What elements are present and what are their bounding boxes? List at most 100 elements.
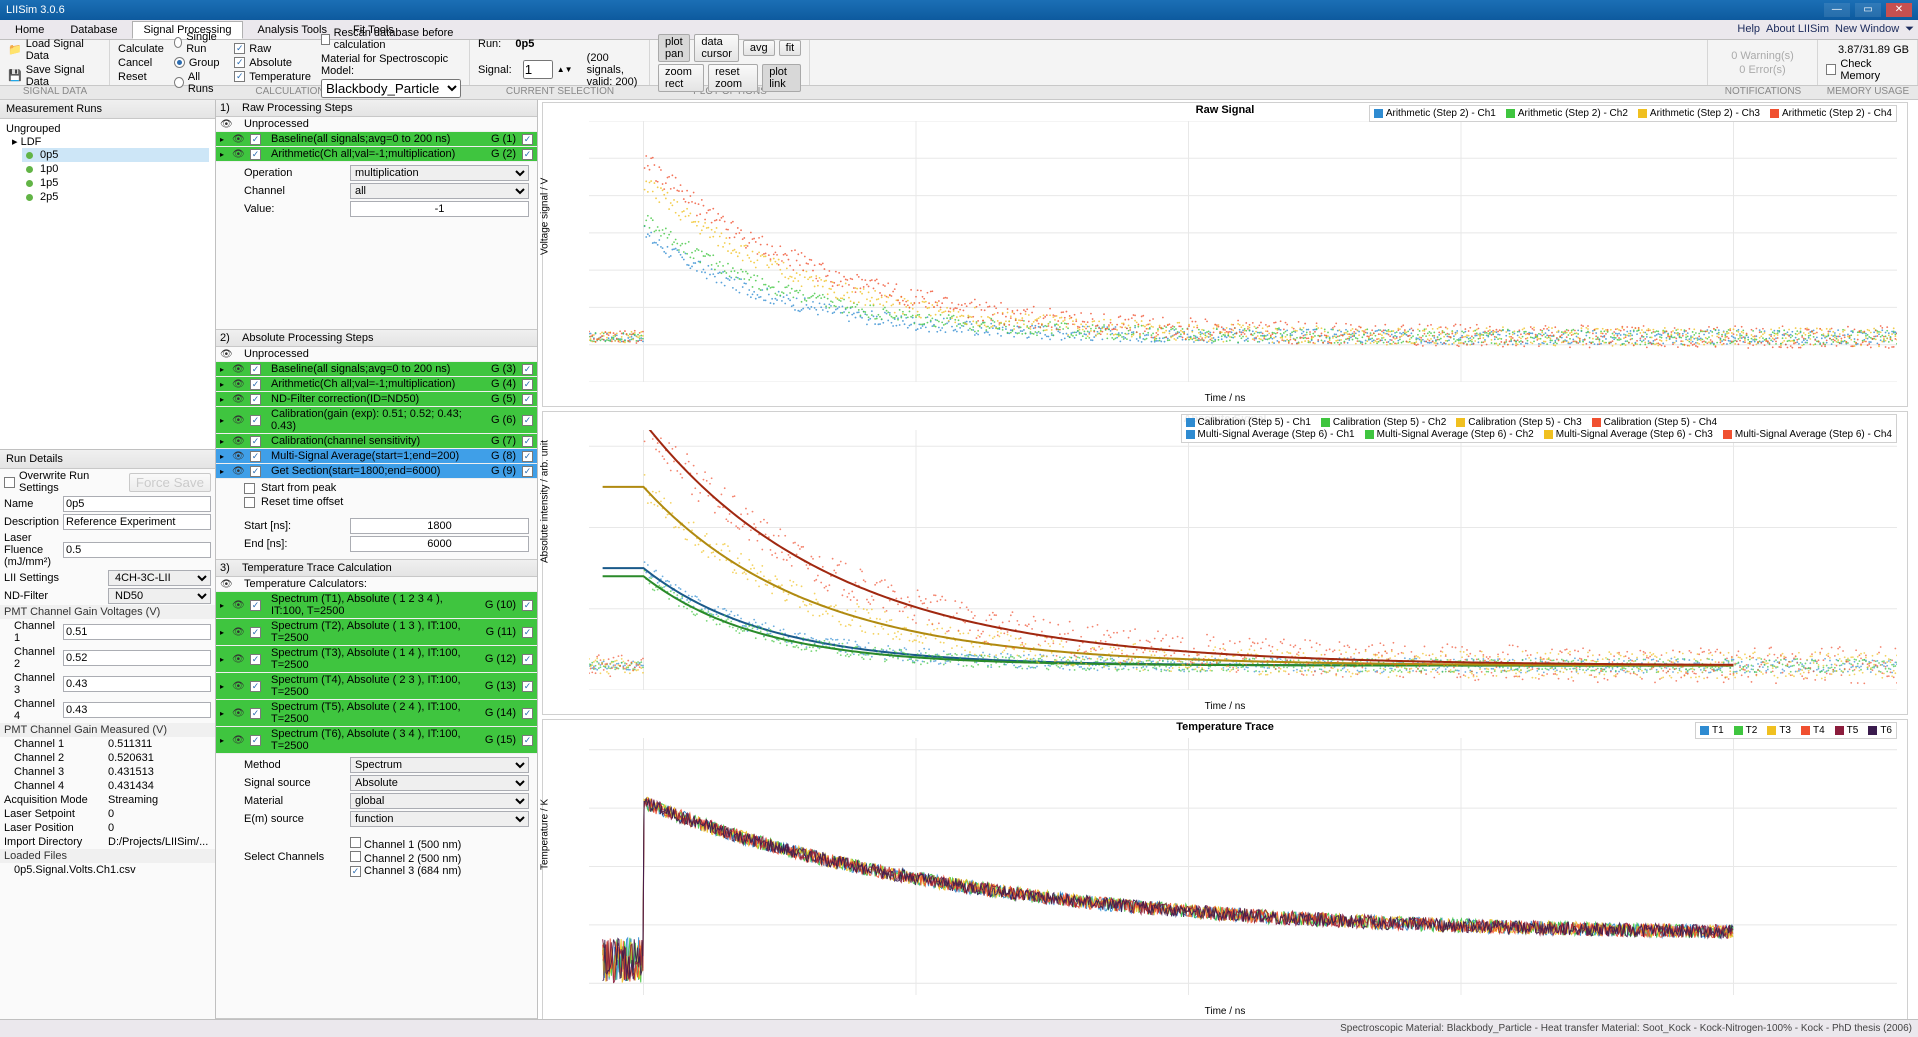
tab-home[interactable]: Home bbox=[4, 21, 55, 39]
eye-icon[interactable]: 👁 bbox=[232, 364, 246, 375]
step-check-right[interactable] bbox=[522, 394, 533, 405]
step-check[interactable] bbox=[250, 436, 261, 447]
check-memory-check[interactable] bbox=[1826, 64, 1836, 75]
eye-icon[interactable]: 👁 bbox=[232, 451, 246, 462]
run-item[interactable]: 1p5 bbox=[22, 176, 209, 190]
zoom-rect-button[interactable]: zoom rect bbox=[658, 64, 704, 92]
reset-zoom-button[interactable]: reset zoom bbox=[708, 64, 758, 92]
step-check[interactable] bbox=[250, 466, 261, 477]
temp-step[interactable]: ▸👁Spectrum (T1), Absolute ( 1 2 3 4 ), I… bbox=[216, 592, 537, 619]
load-signal-button[interactable]: Load Signal Data bbox=[26, 38, 101, 62]
temp-step[interactable]: ▸👁Spectrum (T6), Absolute ( 3 4 ), IT:10… bbox=[216, 727, 537, 754]
plot-pan-button[interactable]: plot pan bbox=[658, 34, 690, 62]
channel-check[interactable] bbox=[350, 866, 361, 877]
eye-icon[interactable]: 👁 bbox=[232, 436, 246, 447]
eye-icon[interactable]: 👁 bbox=[232, 149, 246, 160]
param-select[interactable]: Absolute bbox=[350, 775, 529, 791]
temp-step[interactable]: ▸👁Spectrum (T3), Absolute ( 1 4 ), IT:10… bbox=[216, 646, 537, 673]
laser-fluence-field[interactable] bbox=[63, 542, 211, 558]
eye-icon[interactable]: 👁 bbox=[220, 579, 234, 590]
eye-icon[interactable]: 👁 bbox=[232, 379, 246, 390]
step-check[interactable] bbox=[250, 149, 261, 160]
processing-step[interactable]: ▸👁 Arithmetic(Ch all;val=-1;multiplicati… bbox=[216, 377, 537, 392]
close-button[interactable]: ✕ bbox=[1886, 3, 1912, 17]
param-select[interactable]: multiplication bbox=[350, 165, 529, 181]
signal-spinner[interactable] bbox=[523, 60, 553, 79]
raw-check[interactable] bbox=[234, 43, 245, 54]
param-select[interactable]: function bbox=[350, 811, 529, 827]
temp-step[interactable]: ▸👁Spectrum (T5), Absolute ( 2 4 ), IT:10… bbox=[216, 700, 537, 727]
absolute-signal-chart[interactable]: Absolute Signal Absolute intensity / arb… bbox=[542, 411, 1908, 715]
step-check-right[interactable] bbox=[522, 149, 533, 160]
data-cursor-button[interactable]: data cursor bbox=[694, 34, 739, 62]
step-check-right[interactable] bbox=[522, 364, 533, 375]
eye-icon[interactable]: 👁 bbox=[232, 394, 246, 405]
all-runs-radio[interactable] bbox=[174, 77, 184, 88]
gain-field[interactable] bbox=[63, 650, 211, 666]
plot-link-button[interactable]: plot link bbox=[762, 64, 801, 92]
step-check-right[interactable] bbox=[522, 451, 533, 462]
desc-field[interactable] bbox=[63, 514, 211, 530]
about-link[interactable]: About LIISim bbox=[1766, 23, 1829, 36]
run-item[interactable]: 1p0 bbox=[22, 162, 209, 176]
gain-field[interactable] bbox=[63, 624, 211, 640]
overwrite-check[interactable] bbox=[4, 477, 15, 488]
runs-tree[interactable]: Ungrouped ▸ LDF 0p51p01p52p5 bbox=[0, 119, 215, 449]
processing-step[interactable]: ▸👁 Get Section(start=1800;end=6000) G (9… bbox=[216, 464, 537, 479]
tree-ungrouped[interactable]: Ungrouped bbox=[6, 123, 209, 135]
temperature-chart[interactable]: Temperature Trace Temperature / K 2,0003… bbox=[542, 719, 1908, 1019]
param-select[interactable]: Spectrum bbox=[350, 757, 529, 773]
eye-icon[interactable]: 👁 bbox=[232, 134, 246, 145]
step-check[interactable] bbox=[250, 451, 261, 462]
processing-step[interactable]: ▸👁 Arithmetic(Ch all;val=-1;multiplicati… bbox=[216, 147, 537, 162]
processing-step[interactable]: ▸👁 Baseline(all signals;avg=0 to 200 ns)… bbox=[216, 362, 537, 377]
step-check-right[interactable] bbox=[522, 379, 533, 390]
step-check-right[interactable] bbox=[522, 415, 533, 426]
step-check[interactable] bbox=[250, 379, 261, 390]
nd-filter-select[interactable]: ND50 bbox=[108, 588, 211, 604]
raw-signal-chart[interactable]: Raw Signal Voltage signal / V 2,0003,000… bbox=[542, 102, 1908, 407]
temp-step[interactable]: ▸👁Spectrum (T4), Absolute ( 2 3 ), IT:10… bbox=[216, 673, 537, 700]
param-input[interactable] bbox=[350, 201, 529, 217]
step-check-right[interactable] bbox=[522, 466, 533, 477]
temp-step[interactable]: ▸👁Spectrum (T2), Absolute ( 1 3 ), IT:10… bbox=[216, 619, 537, 646]
reset-button[interactable]: Reset bbox=[118, 71, 147, 83]
step-check[interactable] bbox=[250, 364, 261, 375]
lii-settings-select[interactable]: 4CH-3C-LII bbox=[108, 570, 211, 586]
maximize-button[interactable]: ▭ bbox=[1855, 3, 1881, 17]
material-select[interactable]: Blackbody_Particle bbox=[321, 79, 461, 98]
processing-step[interactable]: ▸👁 ND-Filter correction(ID=ND50) G (5) bbox=[216, 392, 537, 407]
eye-icon[interactable]: 👁 bbox=[232, 466, 246, 477]
step-check-right[interactable] bbox=[522, 134, 533, 145]
run-item[interactable]: 2p5 bbox=[22, 190, 209, 204]
help-link[interactable]: Help bbox=[1737, 23, 1760, 36]
gain-field[interactable] bbox=[63, 676, 211, 692]
step-check[interactable] bbox=[250, 134, 261, 145]
gain-field[interactable] bbox=[63, 702, 211, 718]
tree-group[interactable]: ▸ LDF bbox=[6, 135, 209, 148]
eye-icon[interactable]: 👁 bbox=[220, 119, 234, 130]
single-run-radio[interactable] bbox=[174, 37, 182, 48]
param-select[interactable]: all bbox=[350, 183, 529, 199]
fit-button[interactable]: fit bbox=[779, 40, 802, 56]
eye-icon[interactable]: 👁 bbox=[232, 415, 246, 426]
group-radio[interactable] bbox=[174, 57, 185, 68]
calculate-button[interactable]: Calculate bbox=[118, 43, 164, 55]
param-select[interactable]: global bbox=[350, 793, 529, 809]
param-check[interactable] bbox=[244, 483, 255, 494]
cancel-button[interactable]: Cancel bbox=[118, 57, 152, 69]
temperature-check[interactable] bbox=[234, 71, 245, 82]
step-check[interactable] bbox=[250, 415, 261, 426]
name-field[interactable] bbox=[63, 496, 211, 512]
new-window-link[interactable]: New Window bbox=[1835, 23, 1899, 36]
processing-step[interactable]: ▸👁 Calibration(gain (exp): 0.51; 0.52; 0… bbox=[216, 407, 537, 434]
force-save-button[interactable]: Force Save bbox=[129, 473, 211, 492]
param-input[interactable] bbox=[350, 536, 529, 552]
param-input[interactable] bbox=[350, 518, 529, 534]
avg-button[interactable]: avg bbox=[743, 40, 775, 56]
minimize-button[interactable]: — bbox=[1824, 3, 1850, 17]
absolute-check[interactable] bbox=[234, 57, 245, 68]
param-check[interactable] bbox=[244, 497, 255, 508]
run-item[interactable]: 0p5 bbox=[22, 148, 209, 162]
dropdown-icon[interactable]: ⏷ bbox=[1905, 23, 1914, 36]
